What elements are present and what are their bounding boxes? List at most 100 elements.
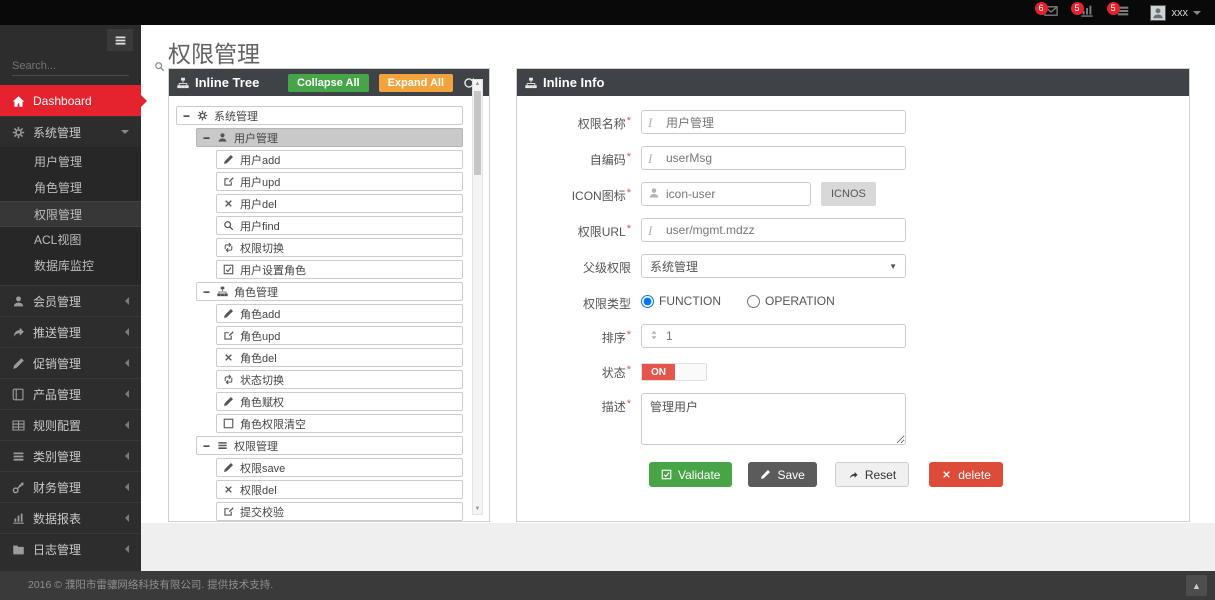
tree-node-7[interactable]: 用户设置角色 xyxy=(216,260,463,279)
user-icon xyxy=(12,295,25,308)
field-icon: ICON图标* ICNOS xyxy=(517,182,1189,206)
sidebar-item-logs[interactable]: 日志管理 xyxy=(0,533,141,564)
sidebar-subitem-user[interactable]: 用户管理 xyxy=(34,155,83,169)
icnos-button[interactable]: ICNOS xyxy=(821,182,876,206)
validate-button[interactable]: Validate xyxy=(649,462,733,487)
notification-tasks[interactable]: 5 xyxy=(1106,2,1130,21)
footer: 2016 © 濮阳市雷骧网络科技有限公司. 提供技术支持. ▲ xyxy=(0,571,1215,600)
tree-node-11[interactable]: 角色del xyxy=(216,348,463,367)
user-icon xyxy=(648,187,660,199)
scroll-up-icon[interactable]: ▲ xyxy=(474,81,481,87)
chevron-left-icon xyxy=(125,545,129,553)
user-menu[interactable]: xxx xyxy=(1149,4,1201,21)
tree-node-17[interactable]: 权限del xyxy=(216,480,463,499)
bars-icon xyxy=(217,440,228,451)
sidebar-item-reports[interactable]: 数据报表 xyxy=(0,502,141,533)
sidebar-item-finance[interactable]: 财务管理 xyxy=(0,471,141,502)
tree-node-10[interactable]: 角色upd xyxy=(216,326,463,345)
tree-node-16[interactable]: 权限save xyxy=(216,458,463,477)
tree-node-15[interactable]: − 权限管理 xyxy=(196,436,463,455)
sidebar-item-rules[interactable]: 规则配置 xyxy=(0,409,141,440)
parent-permission-select[interactable]: 系统管理 ▼ xyxy=(641,254,906,278)
tree-node-5[interactable]: 用户find xyxy=(216,216,463,235)
notification-messages[interactable]: 6 xyxy=(1034,2,1058,21)
collapse-toggle-icon[interactable]: − xyxy=(183,108,191,123)
inline-info-panel: Inline Info 权限名称* I 自编码* I ICON图标* xyxy=(516,68,1190,522)
reset-button[interactable]: Reset xyxy=(834,462,910,487)
submenu-system: 用户管理角色管理权限管理 ACL视图数据库监控 xyxy=(0,147,141,285)
tree-node-4[interactable]: 用户del xyxy=(216,194,463,213)
notification-reports[interactable]: 5 xyxy=(1070,2,1094,21)
pencil-icon xyxy=(223,154,234,165)
tree-node-8[interactable]: − 角色管理 xyxy=(196,282,463,301)
field-parent-permission: 父级权限 系统管理 ▼ xyxy=(517,254,1189,278)
sidebar-subitem-permission[interactable]: 权限管理 xyxy=(0,201,141,227)
sidebar-item-push[interactable]: 推送管理 xyxy=(0,316,141,347)
operation-radio[interactable] xyxy=(747,294,760,308)
sort-input[interactable] xyxy=(641,324,906,348)
scrollbar-thumb[interactable] xyxy=(474,91,481,175)
sidebar-item-product[interactable]: 产品管理 xyxy=(0,378,141,409)
sidebar-subitem-dbmonitor[interactable]: 数据库监控 xyxy=(34,259,95,273)
tree-node-1[interactable]: − 用户管理 xyxy=(196,128,463,147)
tree-node-2[interactable]: 用户add xyxy=(216,150,463,169)
status-toggle[interactable]: ON xyxy=(641,363,707,381)
tree-node-14[interactable]: 角色权限清空 xyxy=(216,414,463,433)
function-radio[interactable] xyxy=(641,294,654,308)
tree-scrollbar[interactable]: ▲ ▼ xyxy=(472,79,483,515)
sidebar-subitem-acl[interactable]: ACL视图 xyxy=(34,233,82,247)
chevron-left-icon xyxy=(125,297,129,305)
bars-icon xyxy=(12,450,25,463)
icon-input[interactable] xyxy=(641,182,811,206)
description-textarea[interactable]: 管理用户 xyxy=(641,393,906,445)
sitemap-icon xyxy=(217,286,228,297)
chevron-left-icon xyxy=(125,514,129,522)
tree-node-3[interactable]: 用户upd xyxy=(216,172,463,191)
x-icon xyxy=(941,469,952,480)
tree-node-12[interactable]: 状态切换 xyxy=(216,370,463,389)
sidebar-subitem-role[interactable]: 角色管理 xyxy=(34,181,83,195)
search-input[interactable] xyxy=(12,57,154,75)
sidebar-item-category[interactable]: 类别管理 xyxy=(0,440,141,471)
menu-toggle-button[interactable] xyxy=(107,29,133,51)
collapse-toggle-icon[interactable]: − xyxy=(203,284,211,299)
sidebar-item-dashboard[interactable]: Dashboard xyxy=(0,85,147,116)
chevron-left-icon xyxy=(125,328,129,336)
tree-node-6[interactable]: 权限切换 xyxy=(216,238,463,257)
edit-icon xyxy=(223,506,234,517)
permission-name-input[interactable] xyxy=(641,110,906,134)
sidebar-item-member[interactable]: 会员管理 xyxy=(0,285,141,316)
radio-function[interactable]: FUNCTION xyxy=(641,294,721,308)
chevron-down-icon xyxy=(1193,10,1201,15)
tree-node-0[interactable]: − 系统管理 xyxy=(176,106,463,125)
search-icon xyxy=(223,220,234,231)
collapse-all-button[interactable]: Collapse All xyxy=(288,73,369,92)
x-icon xyxy=(223,198,234,209)
field-description: 描述* 管理用户 xyxy=(517,393,1189,450)
scroll-to-top-button[interactable]: ▲ xyxy=(1186,575,1207,596)
chevron-down-icon xyxy=(121,130,129,134)
sidebar-item-promotion[interactable]: 促销管理 xyxy=(0,347,141,378)
check-square-icon xyxy=(223,264,234,275)
square-icon xyxy=(223,418,234,429)
tree-node-13[interactable]: 角色赋权 xyxy=(216,392,463,411)
collapse-toggle-icon[interactable]: − xyxy=(203,438,211,453)
expand-all-button[interactable]: Expand All xyxy=(378,73,453,92)
delete-button[interactable]: delete xyxy=(929,462,1003,487)
radio-operation[interactable]: OPERATION xyxy=(747,294,835,308)
scroll-down-icon[interactable]: ▼ xyxy=(474,506,481,512)
tree-node-9[interactable]: 角色add xyxy=(216,304,463,323)
info-panel-header: Inline Info xyxy=(517,69,1189,96)
sidebar-item-system[interactable]: 系统管理 xyxy=(0,116,141,147)
tree-node-18[interactable]: 提交校验 xyxy=(216,502,463,521)
select-caret-icon: ▼ xyxy=(889,261,897,271)
pencil-icon xyxy=(223,462,234,473)
copyright-text: 2016 © 濮阳市雷骧网络科技有限公司. 提供技术支持. xyxy=(28,579,274,591)
url-input[interactable] xyxy=(641,218,906,242)
code-input[interactable] xyxy=(641,146,906,170)
collapse-toggle-icon[interactable]: − xyxy=(203,130,211,145)
main-content: 权限管理 Inline Tree Collapse All Expand All… xyxy=(141,25,1215,523)
edit-icon xyxy=(223,330,234,341)
share-icon xyxy=(12,326,25,339)
save-button[interactable]: Save xyxy=(748,462,817,487)
